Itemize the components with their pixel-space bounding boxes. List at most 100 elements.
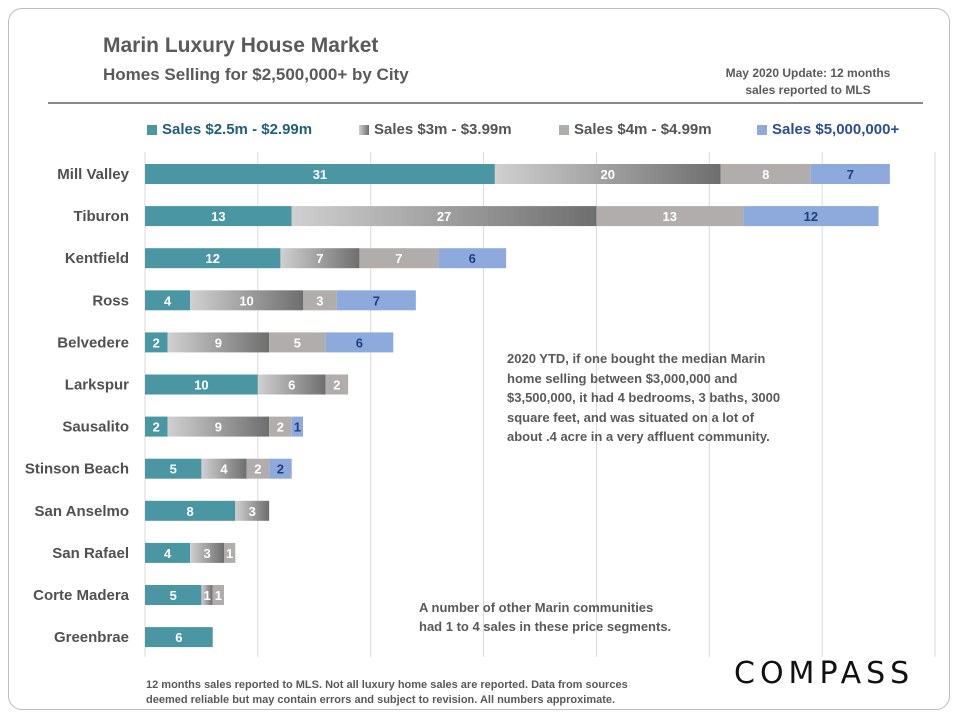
chart-legend: Sales $2.5m - $2.99m Sales $3m - $3.99m …	[0, 121, 960, 145]
category-label: Larkspur	[65, 377, 129, 394]
bar-segment	[325, 332, 394, 353]
bar-segment	[596, 206, 744, 227]
update-note: May 2020 Update: 12 months sales reporte…	[690, 65, 926, 99]
median-home-note: 2020 YTD, if one bought the median Marin…	[507, 349, 808, 447]
data-label: 4	[220, 462, 228, 477]
bar-segment	[280, 248, 360, 269]
other-communities-note: A number of other Marin communities had …	[419, 598, 671, 636]
bar-segment	[145, 542, 191, 563]
footer-line-2: deemed reliable but may contain errors a…	[146, 694, 616, 706]
data-label: 7	[373, 293, 380, 308]
data-label: 7	[316, 251, 323, 266]
data-label: 27	[437, 209, 451, 224]
bar-segment	[145, 248, 281, 269]
bar-segment	[257, 374, 326, 395]
header-divider	[48, 102, 923, 104]
slide-frame	[8, 8, 950, 710]
data-label: 12	[205, 251, 219, 266]
footer-line-1: 12 months sales reported to MLS. Not all…	[146, 679, 628, 691]
update-note-line-1: May 2020 Update: 12 months	[725, 66, 891, 80]
bar-segment	[145, 458, 202, 479]
bar-segment	[269, 458, 292, 479]
data-label: 1	[203, 588, 210, 603]
data-label: 2	[153, 420, 160, 435]
data-label: 1	[294, 420, 301, 435]
category-label: Mill Valley	[57, 166, 129, 183]
data-label: 4	[164, 546, 172, 561]
data-label: 1	[226, 546, 233, 561]
bar-segment	[145, 164, 495, 184]
bar-segment	[201, 458, 247, 479]
bar-segment	[212, 585, 224, 605]
bar-segment	[810, 164, 890, 184]
bar-segment	[145, 206, 292, 227]
data-label: 8	[187, 504, 194, 519]
data-label: 2	[254, 462, 261, 477]
page-title: Marin Luxury House Market	[103, 34, 379, 57]
data-label: 5	[170, 588, 177, 603]
bar-segment	[269, 416, 292, 437]
bar-segment	[145, 416, 168, 437]
bar-segment	[145, 500, 236, 521]
data-label: 6	[175, 630, 182, 645]
bar-segment	[224, 542, 236, 563]
bar-segment	[145, 627, 213, 648]
bar-segment	[291, 206, 597, 227]
bar-segment	[303, 290, 337, 311]
median-note-line: $3,500,000, it had 4 bedrooms, 3 baths, …	[507, 390, 781, 405]
category-label: San Rafael	[52, 545, 129, 562]
data-label: 5	[170, 462, 177, 477]
data-label: 4	[164, 293, 172, 308]
data-label: 2	[333, 378, 340, 393]
category-label: Greenbrae	[54, 629, 129, 646]
category-label: San Anselmo	[35, 503, 129, 520]
bar-segment	[494, 164, 721, 184]
bar-segment	[145, 290, 191, 311]
category-label: Corte Madera	[33, 587, 130, 604]
bar-segment	[235, 500, 270, 521]
data-label: 2	[277, 420, 284, 435]
data-label: 3	[316, 293, 323, 308]
data-label: 3	[249, 504, 256, 519]
legend-label-seg4: Sales $5,000,000+	[772, 121, 900, 138]
bar-segment	[269, 332, 326, 353]
data-label: 9	[215, 420, 222, 435]
legend-swatch-seg4	[757, 124, 767, 135]
data-label: 6	[288, 378, 295, 393]
bar-segment	[167, 332, 270, 353]
legend-swatch-seg3	[559, 124, 569, 135]
data-label: 6	[356, 335, 363, 350]
data-label: 8	[762, 167, 769, 182]
median-note-line: 2020 YTD, if one bought the median Marin	[507, 351, 766, 366]
legend-item-seg4: Sales $5,000,000+	[757, 121, 899, 138]
page-subtitle: Homes Selling for $2,500,000+ by City	[103, 65, 409, 84]
other-note-line: A number of other Marin communities	[419, 600, 654, 615]
median-note-line: square feet, and was situated on a lot o…	[507, 409, 755, 425]
category-label: Ross	[92, 292, 129, 309]
legend-item-seg2: Sales $3m - $3.99m	[359, 121, 512, 138]
data-label: 1	[215, 588, 222, 603]
category-label: Stinson Beach	[25, 461, 129, 478]
category-label: Sausalito	[62, 419, 129, 436]
data-label: 7	[847, 167, 854, 182]
data-label: 13	[211, 209, 225, 224]
bar-segment	[336, 290, 416, 311]
bar-segment	[190, 542, 224, 563]
data-label: 12	[804, 209, 818, 224]
bar-segment	[246, 458, 270, 479]
data-label: 10	[239, 293, 253, 308]
legend-item-seg3: Sales $4m - $4.99m	[559, 121, 712, 138]
other-note-line: had 1 to 4 sales in these price segments…	[419, 619, 672, 634]
data-label: 10	[194, 378, 208, 393]
legend-item-seg1: Sales $2.5m - $2.99m	[147, 121, 312, 138]
data-label: 2	[277, 462, 284, 477]
bar-segment	[720, 164, 811, 184]
compass-logo: COMPASS	[734, 656, 915, 691]
data-label: 3	[203, 546, 210, 561]
data-label: 5	[294, 335, 301, 350]
bar-segment	[438, 248, 507, 269]
bar-segment	[359, 248, 439, 269]
category-label: Belvedere	[57, 334, 129, 351]
data-label: 6	[469, 251, 476, 266]
